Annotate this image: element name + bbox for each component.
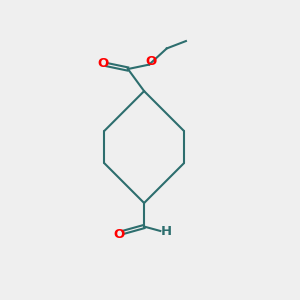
Text: O: O — [113, 228, 125, 241]
Text: O: O — [145, 55, 156, 68]
Text: H: H — [160, 225, 172, 238]
Text: O: O — [97, 57, 109, 70]
